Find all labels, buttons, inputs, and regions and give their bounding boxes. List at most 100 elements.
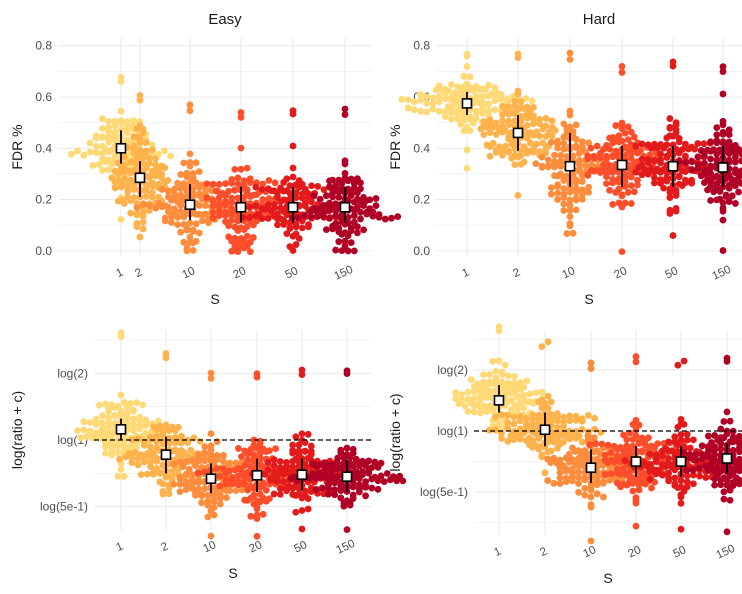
data-point (341, 242, 349, 250)
data-point (634, 176, 641, 184)
data-point (346, 499, 354, 507)
data-point (295, 484, 303, 492)
data-point (334, 465, 342, 473)
median-marker (630, 456, 642, 467)
median-marker (184, 199, 196, 211)
data-point (717, 445, 725, 453)
data-point (137, 471, 145, 478)
data-point (301, 447, 309, 455)
data-point (617, 483, 624, 491)
data-point (256, 490, 264, 498)
data-point (726, 486, 734, 494)
data-point (504, 437, 512, 445)
data-point (550, 431, 558, 439)
data-point (307, 442, 315, 450)
data-point (523, 414, 530, 422)
data-point (171, 439, 179, 447)
data-point (159, 462, 167, 469)
data-point (517, 104, 525, 112)
median-marker (134, 172, 146, 184)
median-marker (717, 162, 729, 173)
data-point (672, 126, 680, 134)
data-point (180, 213, 188, 221)
data-point (646, 450, 654, 458)
data-point (92, 142, 100, 150)
data-point (298, 430, 306, 438)
data-point (528, 97, 536, 105)
data-point (464, 395, 472, 403)
data-point (632, 353, 640, 360)
data-point (295, 177, 303, 184)
data-point (584, 152, 592, 160)
data-point (458, 396, 466, 404)
y-tick-label: log(2) (57, 366, 88, 380)
median-marker (339, 201, 351, 213)
data-point (560, 413, 567, 421)
data-point (479, 85, 486, 93)
data-point (548, 190, 555, 198)
data-point (117, 117, 125, 124)
data-point (133, 210, 141, 218)
data-point (632, 426, 640, 434)
data-point (739, 461, 742, 468)
data-point (225, 233, 233, 241)
data-point (117, 126, 125, 134)
data-point (256, 450, 264, 457)
data-point (463, 80, 471, 88)
data-point (332, 200, 340, 208)
data-point (237, 109, 245, 116)
data-point (335, 193, 343, 201)
data-point (307, 447, 315, 455)
data-point (689, 466, 697, 474)
data-point (177, 228, 185, 236)
data-point (325, 490, 332, 498)
data-point (334, 454, 342, 462)
data-point (114, 159, 122, 167)
data-point (563, 230, 571, 237)
data-point (719, 183, 727, 191)
data-point (578, 426, 586, 433)
data-point (95, 160, 103, 168)
data-point (105, 156, 112, 164)
data-point (271, 179, 279, 187)
data-point (466, 73, 474, 81)
data-point (368, 484, 376, 492)
data-point (256, 459, 264, 467)
data-point (323, 226, 330, 234)
data-point (131, 449, 139, 457)
data-point (454, 83, 462, 91)
data-point (511, 117, 519, 125)
data-point (692, 456, 700, 464)
data-point (707, 197, 714, 204)
data-point (532, 430, 540, 438)
data-point (222, 476, 230, 484)
data-point (186, 101, 194, 109)
data-point (371, 473, 379, 481)
data-point (309, 470, 317, 478)
data-point (276, 464, 284, 472)
y-axis-label: log(ratio + c) (9, 391, 25, 469)
data-point (548, 124, 556, 131)
data-point (341, 111, 349, 118)
data-point (139, 401, 147, 409)
data-point (651, 157, 658, 165)
data-point (542, 115, 550, 122)
data-point (250, 451, 258, 459)
data-point (177, 191, 185, 199)
data-point (554, 424, 561, 431)
data-point (544, 156, 552, 164)
x-axis-label: S (210, 291, 219, 307)
data-point (298, 507, 306, 514)
data-point (638, 155, 646, 163)
data-point (210, 498, 218, 506)
median-marker (585, 462, 597, 473)
data-point (209, 197, 217, 205)
data-point (659, 452, 666, 460)
data-point (252, 202, 260, 210)
data-point (337, 449, 345, 456)
data-point (123, 129, 131, 136)
data-point (441, 113, 449, 121)
data-point (713, 172, 721, 180)
data-point (114, 472, 122, 480)
